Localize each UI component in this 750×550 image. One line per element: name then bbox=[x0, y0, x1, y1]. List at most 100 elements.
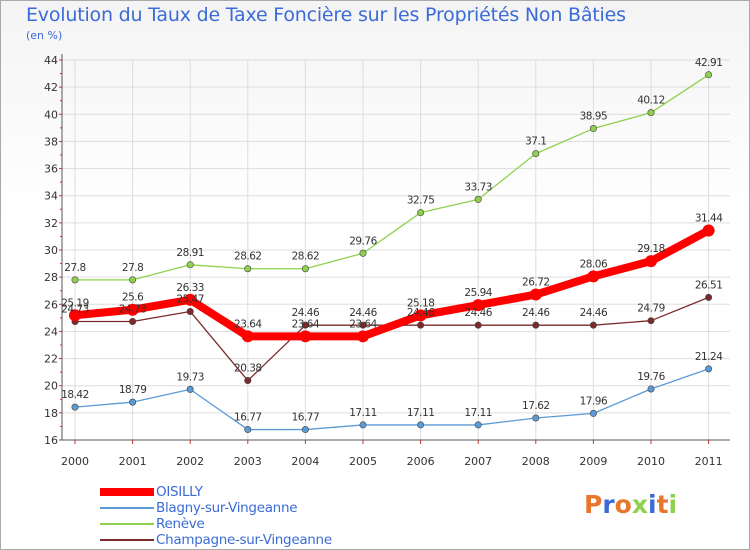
series-point bbox=[301, 321, 309, 329]
logo-letter: i bbox=[668, 490, 678, 519]
series-point bbox=[244, 426, 252, 434]
series-point bbox=[647, 317, 655, 325]
series-point bbox=[417, 209, 425, 217]
legend-swatch bbox=[100, 539, 154, 541]
series-point bbox=[529, 288, 542, 301]
data-label: 24.46 bbox=[522, 307, 550, 319]
data-label: 23.64 bbox=[234, 318, 262, 330]
y-tick-label: 44 bbox=[44, 54, 58, 67]
y-tick-label: 32 bbox=[44, 217, 58, 230]
data-label: 25.47 bbox=[176, 293, 204, 305]
data-label: 25.94 bbox=[464, 287, 492, 299]
data-label: 23.64 bbox=[349, 318, 377, 330]
data-label: 26.33 bbox=[176, 282, 204, 294]
data-label: 42.91 bbox=[695, 57, 723, 69]
series-point bbox=[186, 307, 194, 315]
data-label: 20.38 bbox=[234, 363, 262, 375]
series-point bbox=[472, 299, 485, 312]
data-label: 38.95 bbox=[580, 111, 608, 123]
series-line-1 bbox=[74, 368, 709, 431]
series-point bbox=[357, 330, 369, 343]
data-label: 28.91 bbox=[176, 247, 204, 259]
legend-label: Renève bbox=[156, 516, 205, 532]
y-tick-label: 24 bbox=[44, 325, 58, 338]
series-point bbox=[359, 249, 367, 257]
series-point bbox=[417, 321, 425, 329]
series-point bbox=[417, 421, 425, 429]
data-label: 24.73 bbox=[61, 304, 89, 316]
series-point bbox=[587, 270, 600, 283]
series-point bbox=[129, 398, 137, 406]
series-point bbox=[359, 421, 367, 429]
series-point bbox=[705, 365, 713, 373]
series-point bbox=[532, 414, 540, 422]
series-point bbox=[244, 377, 252, 385]
data-label: 17.11 bbox=[349, 407, 377, 419]
data-label: 24.79 bbox=[637, 303, 665, 315]
series-point bbox=[474, 421, 482, 429]
data-label: 28.06 bbox=[580, 258, 608, 270]
series-point bbox=[299, 330, 312, 343]
series-point bbox=[532, 321, 540, 329]
data-label: 27.8 bbox=[122, 262, 143, 274]
data-label: 26.72 bbox=[522, 277, 550, 289]
series-point bbox=[705, 293, 713, 301]
data-label: 23.64 bbox=[292, 318, 320, 330]
logo-letter: r bbox=[602, 490, 615, 519]
x-tick-label: 2010 bbox=[637, 455, 665, 468]
legend-swatch bbox=[100, 488, 154, 496]
data-label: 25.6 bbox=[122, 292, 144, 304]
data-label: 24.46 bbox=[292, 307, 320, 319]
data-label: 16.77 bbox=[234, 412, 262, 424]
logo-letter: t bbox=[656, 490, 669, 519]
data-label: 16.77 bbox=[292, 412, 320, 424]
series-point bbox=[589, 125, 597, 133]
data-label: 24.46 bbox=[464, 307, 492, 319]
y-tick-label: 16 bbox=[44, 434, 58, 447]
y-tick-label: 22 bbox=[44, 353, 58, 366]
legend-swatch bbox=[100, 523, 154, 525]
series-point bbox=[647, 385, 655, 393]
series-point bbox=[71, 276, 79, 284]
x-tick-label: 2003 bbox=[234, 455, 262, 468]
data-label: 32.75 bbox=[407, 195, 435, 207]
series-line-2 bbox=[75, 74, 709, 281]
data-label: 29.76 bbox=[349, 235, 377, 247]
x-tick-label: 2006 bbox=[407, 455, 435, 468]
data-label: 24.46 bbox=[580, 307, 608, 319]
data-label: 28.62 bbox=[292, 251, 320, 263]
series-point bbox=[186, 385, 194, 393]
series-point bbox=[71, 403, 79, 411]
data-label: 25.19 bbox=[61, 297, 89, 309]
x-tick-label: 2001 bbox=[119, 455, 147, 468]
y-tick-label: 36 bbox=[44, 163, 58, 176]
data-label: 18.42 bbox=[61, 389, 89, 401]
data-label: 25.18 bbox=[407, 297, 435, 309]
data-label: 17.11 bbox=[464, 407, 492, 419]
series-point bbox=[589, 321, 597, 329]
series-point bbox=[705, 71, 713, 79]
series-point bbox=[129, 276, 137, 284]
proxiti-logo: Proxiti bbox=[584, 490, 677, 519]
x-tick-label: 2008 bbox=[522, 455, 550, 468]
x-tick-label: 2009 bbox=[579, 455, 607, 468]
series-point bbox=[241, 330, 254, 343]
y-tick-label: 26 bbox=[44, 298, 58, 311]
data-label: 24.46 bbox=[407, 307, 435, 319]
series-line-3 bbox=[75, 296, 709, 382]
logo-letter: i bbox=[648, 490, 657, 519]
data-label: 17.62 bbox=[522, 400, 550, 412]
legend-swatch bbox=[100, 507, 154, 509]
data-label: 40.12 bbox=[637, 95, 665, 107]
series-point bbox=[647, 109, 655, 117]
series-line-0 bbox=[74, 226, 711, 341]
data-label: 24.46 bbox=[349, 307, 377, 319]
x-tick-label: 2002 bbox=[176, 455, 204, 468]
data-label: 33.73 bbox=[464, 181, 492, 193]
data-label: 19.76 bbox=[637, 371, 665, 383]
series-point bbox=[474, 195, 482, 203]
series-point bbox=[414, 309, 427, 322]
x-tick-label: 2000 bbox=[61, 455, 89, 468]
y-tick-label: 40 bbox=[44, 108, 58, 121]
